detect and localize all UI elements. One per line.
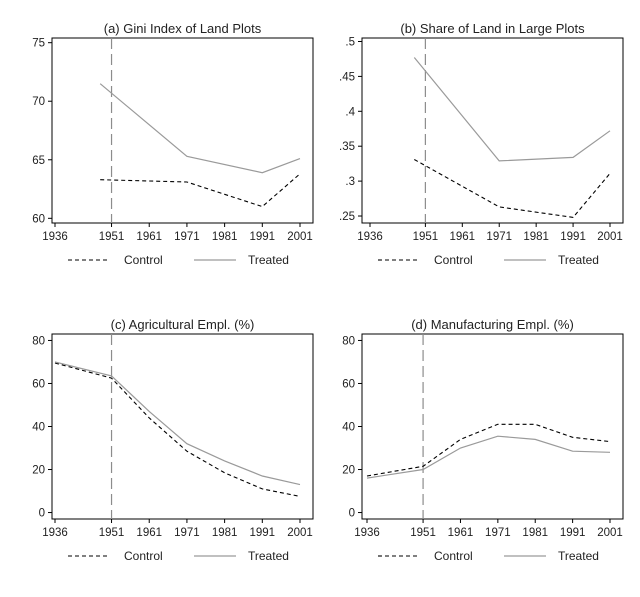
- legend-label-control: Control: [124, 549, 163, 563]
- x-tick-label: 1936: [42, 527, 68, 539]
- panel-1: (b) Share of Land in Large Plots .25 .3 .35…: [339, 21, 624, 267]
- x-tick-label: 1991: [250, 527, 276, 539]
- y-tick-label: 20: [342, 465, 355, 477]
- x-tick-label: 1951: [99, 231, 125, 243]
- y-tick-label: .4: [345, 106, 355, 118]
- plot-frame: [51, 37, 314, 224]
- legend-label-treated: Treated: [558, 549, 599, 563]
- y-tick-label: .35: [339, 141, 355, 153]
- y-tick-label: .3: [345, 176, 355, 188]
- legend-label-treated: Treated: [248, 549, 289, 563]
- x-tick-label: 1961: [448, 527, 474, 539]
- x-tick-label: 1981: [212, 231, 238, 243]
- x-tick-label: 1951: [410, 527, 436, 539]
- chart-title: (d) Manufacturing Empl. (%): [411, 317, 574, 332]
- y-tick-label: 0: [349, 508, 355, 520]
- y-tick-label: .25: [339, 211, 355, 223]
- legend-label-control: Control: [124, 253, 163, 267]
- y-tick-label: 70: [32, 96, 45, 108]
- x-tick-label: 2001: [597, 527, 623, 539]
- x-tick-label: 1936: [354, 527, 380, 539]
- y-tick-label: 0: [39, 508, 45, 520]
- x-tick-label: 1961: [450, 231, 476, 243]
- x-tick-label: 1981: [522, 527, 548, 539]
- y-tick-label: 65: [32, 155, 45, 167]
- panel-2: (c) Agricultural Empl. (%) 0 20 40 60 80 1936 1…: [32, 317, 314, 563]
- series-line-control: [366, 423, 611, 477]
- x-tick-label: 1991: [250, 231, 276, 243]
- y-tick-label: 75: [32, 38, 45, 50]
- chart-title: (a) Gini Index of Land Plots: [104, 21, 262, 36]
- legend-label-control: Control: [434, 253, 473, 267]
- legend-label-control: Control: [434, 549, 473, 563]
- y-tick-label: 80: [342, 335, 355, 347]
- panel-3: (d) Manufacturing Empl. (%) 0 20 40 60 80 1936…: [342, 317, 624, 563]
- y-tick-label: .5: [345, 36, 355, 48]
- y-tick-label: 40: [342, 422, 355, 434]
- x-tick-label: 1936: [357, 231, 383, 243]
- x-tick-label: 1971: [486, 231, 512, 243]
- plot-frame: [361, 333, 624, 520]
- x-tick-label: 1991: [560, 527, 586, 539]
- x-tick-label: 2001: [597, 231, 623, 243]
- x-tick-label: 1961: [136, 231, 162, 243]
- y-tick-label: 60: [32, 378, 45, 390]
- y-tick-label: .45: [339, 71, 355, 83]
- series-line-control: [414, 159, 611, 218]
- y-tick-label: 80: [32, 335, 45, 347]
- plot-frame: [361, 37, 624, 224]
- y-tick-label: 20: [32, 465, 45, 477]
- y-tick-label: 60: [342, 378, 355, 390]
- x-tick-label: 1981: [212, 527, 238, 539]
- series-line-treated: [413, 57, 611, 162]
- series-line-control: [54, 362, 301, 497]
- x-tick-label: 1961: [136, 527, 162, 539]
- legend-label-treated: Treated: [248, 253, 289, 267]
- y-tick-label: 60: [32, 213, 45, 225]
- x-tick-label: 1936: [42, 231, 68, 243]
- x-tick-label: 1971: [485, 527, 511, 539]
- x-tick-label: 1991: [560, 231, 586, 243]
- y-tick-label: 40: [32, 422, 45, 434]
- x-tick-label: 2001: [287, 231, 313, 243]
- series-line-treated: [366, 435, 611, 479]
- chart-title: (b) Share of Land in Large Plots: [400, 21, 585, 36]
- x-tick-label: 1981: [523, 231, 549, 243]
- series-line-treated: [54, 361, 301, 486]
- x-tick-label: 1971: [174, 231, 200, 243]
- x-tick-label: 2001: [287, 527, 313, 539]
- x-tick-label: 1951: [99, 527, 125, 539]
- chart-title: (c) Agricultural Empl. (%): [111, 317, 255, 332]
- series-line-control: [100, 173, 301, 208]
- x-tick-label: 1971: [174, 527, 200, 539]
- series-line-treated: [99, 83, 301, 174]
- x-tick-label: 1951: [413, 231, 439, 243]
- panel-0: (a) Gini Index of Land Plots 60 65 70 75 1936…: [32, 21, 314, 267]
- legend-label-treated: Treated: [558, 253, 599, 267]
